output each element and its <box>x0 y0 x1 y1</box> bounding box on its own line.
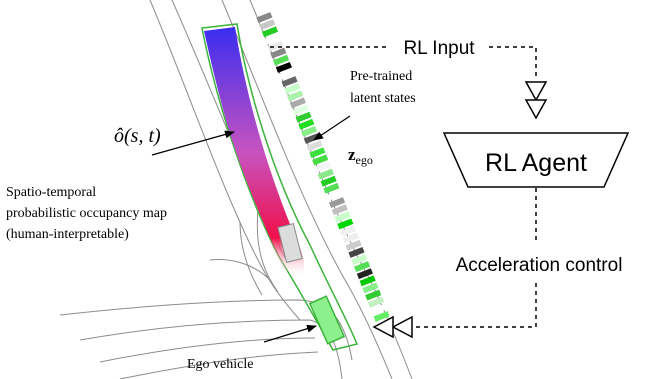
road-line <box>59 299 353 361</box>
latent-cell <box>300 125 318 137</box>
road-line <box>221 0 393 379</box>
rl-input-line-right <box>489 46 537 80</box>
latent-cell <box>342 232 359 244</box>
latent-cell <box>323 182 340 194</box>
z-ego-arrow <box>313 115 351 141</box>
latent-cell <box>261 26 279 38</box>
rl-input-arrow-icon <box>524 81 548 120</box>
latent-cell <box>370 303 387 315</box>
latent-cell <box>351 254 368 265</box>
latent-cell <box>306 140 323 152</box>
latent-cell <box>331 204 348 216</box>
latent-cell <box>354 261 371 273</box>
latent-state-strip <box>256 12 390 322</box>
z-ego-label: zego <box>348 145 373 167</box>
latent-cell <box>317 168 334 180</box>
acceleration-connector <box>412 188 537 328</box>
latent-cell <box>340 225 357 237</box>
acceleration-control-label: Acceleration control <box>456 255 623 276</box>
acceleration-line-bottom <box>412 283 537 328</box>
o-hat-arrow <box>151 130 235 156</box>
latent-cell <box>314 161 332 173</box>
pretrained-label-line2: latent states <box>350 91 416 106</box>
rl-agent-box: RL Agent <box>442 132 630 188</box>
latent-cell <box>334 211 351 223</box>
latent-cell <box>320 175 337 187</box>
pretrained-label-line1: Pre-trained <box>350 69 412 84</box>
ego-vehicle-arrow <box>263 324 317 343</box>
ego-vehicle <box>308 295 346 345</box>
rl-input-connector <box>270 46 537 80</box>
ego-vehicle-label: Ego vehicle <box>187 357 253 372</box>
rl-input-label: RL Input <box>403 38 475 59</box>
latent-cell <box>259 19 276 31</box>
latent-cell <box>373 310 390 322</box>
road-line <box>239 221 263 296</box>
latent-cell <box>295 111 312 123</box>
road-line <box>209 259 269 279</box>
latent-cell <box>256 12 273 23</box>
latent-cell <box>287 90 304 102</box>
latent-cell <box>345 239 362 251</box>
z-ego-subscript: ego <box>356 153 373 167</box>
latent-cell <box>278 69 295 80</box>
latent-cell <box>289 97 306 109</box>
occupancy-label-line2: probabilistic occupancy map <box>6 206 167 221</box>
latent-cell <box>298 118 315 130</box>
latent-cell <box>365 289 382 301</box>
latent-cell <box>267 40 284 52</box>
latent-cell <box>326 189 343 201</box>
predicted-vehicle <box>277 222 303 264</box>
latent-cell <box>359 275 376 287</box>
road-line <box>79 319 343 379</box>
latent-cell <box>328 197 346 209</box>
latent-cell <box>281 76 298 88</box>
latent-cell <box>292 104 309 116</box>
latent-cell <box>264 33 281 45</box>
latent-cell <box>309 147 326 159</box>
road-line <box>149 0 301 321</box>
latent-cell <box>348 246 365 258</box>
latent-cell <box>284 83 301 95</box>
o-hat-label: ô(s, t) <box>114 125 161 147</box>
latent-cell <box>270 47 287 59</box>
latent-cell <box>362 282 379 294</box>
occupancy-label-line3: (human-interpretable) <box>6 227 129 242</box>
occupancy-label-line1: Spatio-temporal <box>6 185 96 200</box>
road-line <box>256 209 279 293</box>
lane-outline <box>201 23 359 351</box>
latent-cell <box>337 218 354 230</box>
road-line <box>119 351 319 379</box>
occupancy-map <box>204 27 305 278</box>
latent-cell <box>367 296 385 308</box>
latent-cell <box>273 54 290 66</box>
z-ego-main: z <box>348 145 356 164</box>
acceleration-arrow-icon <box>372 315 413 339</box>
latent-cell <box>312 154 329 166</box>
latent-cell <box>275 61 292 73</box>
road-line <box>99 337 316 363</box>
latent-cell <box>356 268 373 280</box>
rl-agent-label: RL Agent <box>485 149 587 177</box>
